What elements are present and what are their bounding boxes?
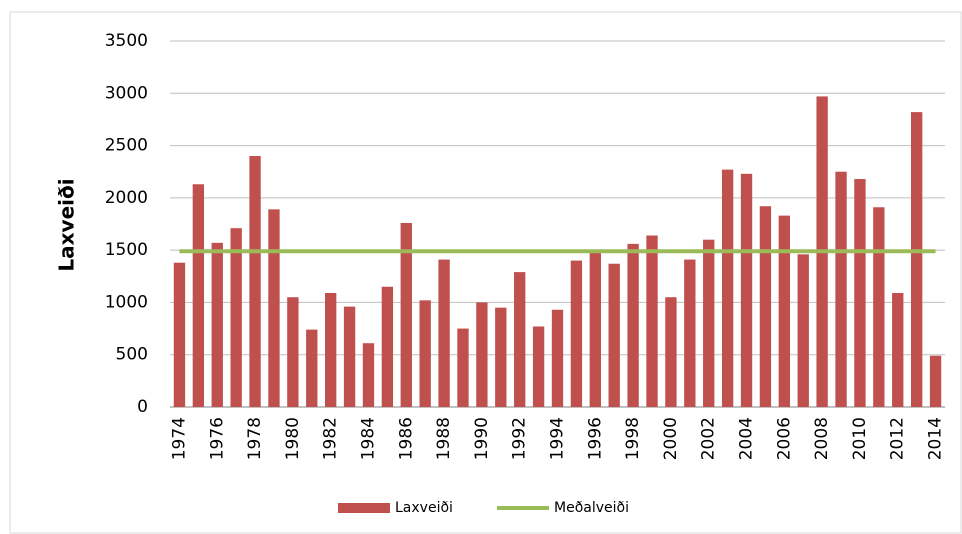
bar — [532, 326, 545, 407]
bar — [778, 215, 790, 407]
x-tick-label: 1986 — [396, 417, 416, 460]
y-tick-label: 3000 — [105, 83, 148, 103]
bar — [703, 239, 715, 407]
x-tick-label: 2004 — [737, 417, 757, 460]
bar — [910, 112, 923, 407]
bar — [381, 286, 394, 407]
x-tick-label: 1988 — [434, 417, 454, 460]
bar — [343, 306, 356, 407]
bar — [570, 260, 583, 407]
bar — [476, 302, 488, 407]
bar — [249, 156, 261, 407]
bar — [419, 300, 431, 407]
bar — [873, 207, 885, 407]
x-tick-label: 2000 — [661, 417, 681, 460]
x-tick-label: 2006 — [774, 417, 794, 460]
x-tick-label: 1982 — [321, 417, 341, 460]
y-tick-label: 2000 — [105, 188, 148, 208]
bar — [608, 263, 620, 407]
y-tick-label: 1500 — [105, 240, 148, 260]
x-tick-label: 1978 — [245, 417, 265, 460]
bar — [514, 272, 526, 407]
bar — [230, 228, 242, 407]
x-tick-label: 1974 — [169, 417, 189, 460]
bar — [740, 173, 753, 407]
bar — [759, 206, 772, 407]
legend-swatch — [338, 503, 390, 513]
x-tick-label: 1994 — [548, 417, 568, 460]
x-tick-label: 2008 — [812, 417, 832, 460]
bar — [797, 254, 809, 407]
bar — [929, 355, 942, 407]
bar — [306, 329, 318, 407]
x-tick-label: 1976 — [207, 417, 227, 460]
x-tick-label: 1990 — [472, 417, 492, 460]
bar — [438, 259, 450, 407]
bar — [589, 250, 601, 407]
y-tick-label: 3500 — [105, 31, 148, 51]
chart-frame — [9, 11, 962, 534]
bar — [325, 293, 337, 407]
bar — [495, 307, 507, 407]
bar — [646, 235, 658, 407]
x-tick-label: 1992 — [510, 417, 530, 460]
legend-label: Meðalveiði — [554, 500, 629, 516]
y-tick-label: 500 — [116, 345, 148, 365]
bar — [684, 259, 696, 407]
bar — [362, 343, 375, 407]
x-tick-label: 1996 — [585, 417, 605, 460]
x-tick-label: 1998 — [623, 417, 643, 460]
x-tick-label: 2012 — [888, 417, 908, 460]
bar — [835, 171, 847, 407]
bar — [854, 179, 866, 407]
bar — [400, 222, 412, 407]
x-tick-label: 2002 — [699, 417, 719, 460]
y-tick-label: 2500 — [105, 136, 148, 156]
x-tick-label: 2014 — [926, 417, 946, 460]
x-tick-label: 1980 — [283, 417, 303, 460]
y-tick-label: 0 — [137, 397, 148, 417]
bar — [457, 328, 469, 407]
bar — [211, 242, 223, 407]
bar — [287, 297, 299, 407]
bar — [551, 309, 564, 407]
bar — [721, 169, 734, 407]
x-tick-label: 2010 — [850, 417, 870, 460]
bar — [173, 262, 186, 407]
bar — [892, 293, 904, 407]
bar — [192, 184, 205, 407]
bar — [665, 297, 677, 407]
y-tick-label: 1000 — [105, 292, 148, 312]
legend-label: Laxveiði — [395, 500, 453, 516]
y-axis-label: Laxveiði — [55, 178, 79, 271]
bar — [268, 209, 280, 407]
bar — [627, 243, 639, 407]
x-tick-label: 1984 — [358, 417, 378, 460]
